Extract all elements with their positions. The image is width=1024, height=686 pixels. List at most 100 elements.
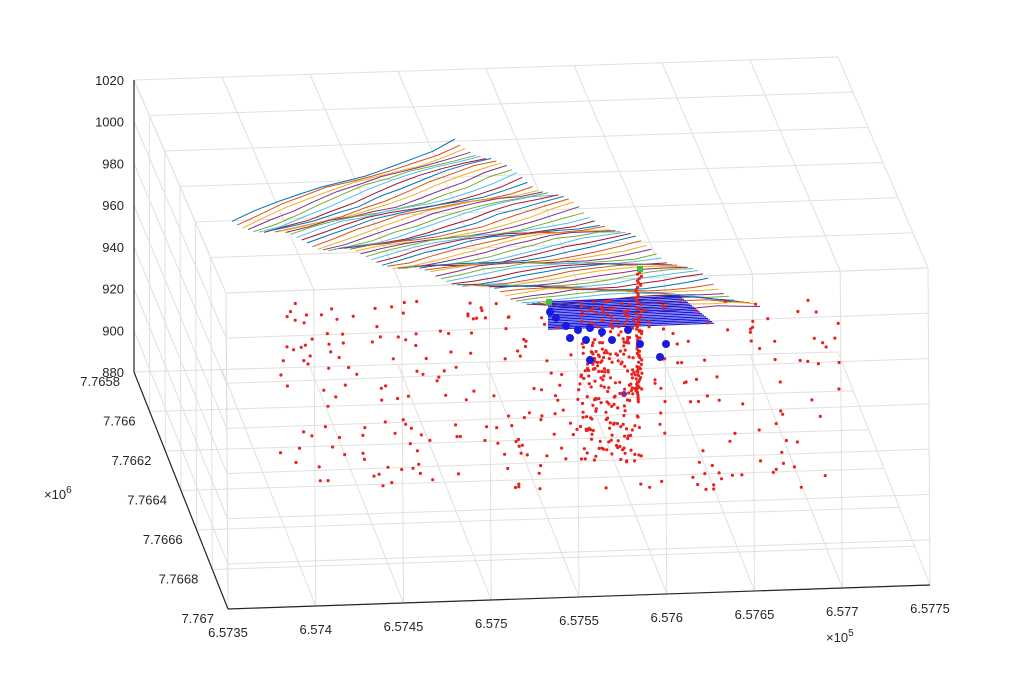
event-point <box>580 310 585 314</box>
event-point <box>579 373 584 377</box>
event-point <box>604 410 608 414</box>
y-tick-label: 7.766 <box>103 414 136 429</box>
event-point <box>355 372 359 376</box>
event-point <box>539 464 543 468</box>
station-marker <box>637 266 643 272</box>
event-point <box>504 327 508 331</box>
y-tick-label: 7.7666 <box>143 532 183 547</box>
event-point <box>591 341 595 345</box>
event-point-highlight <box>621 391 627 397</box>
event-point <box>585 451 589 455</box>
event-point <box>636 301 640 305</box>
event-point <box>684 380 688 384</box>
event-point <box>624 313 628 317</box>
event-point <box>837 360 841 365</box>
event-point <box>383 420 387 424</box>
event-point <box>622 413 626 418</box>
event-point <box>334 395 338 399</box>
contour-line-dense <box>547 305 693 313</box>
event-point <box>587 321 591 325</box>
contour-line-dense <box>547 301 689 309</box>
event-point <box>579 457 584 461</box>
event-point <box>585 395 589 399</box>
x-tick-label: 6.5735 <box>208 625 248 640</box>
event-point <box>726 328 730 332</box>
event-point <box>384 384 388 388</box>
event-point <box>401 418 405 422</box>
event-point <box>327 342 331 346</box>
event-point <box>604 349 608 353</box>
event-point <box>520 443 524 447</box>
event-point <box>285 345 289 349</box>
event-point <box>471 317 475 321</box>
grid-y-left <box>164 150 166 452</box>
event-point <box>624 460 629 464</box>
event-point <box>560 446 564 450</box>
event-point <box>615 421 620 426</box>
large-event-point <box>608 336 616 344</box>
event-point <box>639 274 644 278</box>
event-point <box>525 453 529 457</box>
event-point <box>589 437 594 441</box>
event-point <box>603 300 607 304</box>
event-point <box>704 487 708 491</box>
event-point <box>514 439 518 444</box>
event-point <box>639 482 643 486</box>
event-point <box>703 358 707 362</box>
event-point <box>612 422 616 426</box>
grid-z-front <box>225 267 929 294</box>
event-point <box>293 318 297 322</box>
event-point <box>696 482 700 487</box>
event-point <box>472 389 476 393</box>
y-tick-label: 7.767 <box>181 611 214 626</box>
event-point <box>600 341 605 345</box>
event-point <box>610 404 614 408</box>
event-point <box>326 479 330 483</box>
event-point <box>302 321 306 325</box>
event-point <box>503 452 507 456</box>
contour-line-dense <box>547 321 713 329</box>
event-point <box>592 300 596 304</box>
event-point <box>542 322 547 326</box>
grid-y-floor <box>196 506 900 531</box>
event-point <box>391 357 395 361</box>
y-axis-line <box>133 371 229 610</box>
grid-z-front <box>227 448 930 475</box>
event-point <box>609 438 613 442</box>
event-point <box>539 418 543 422</box>
event-point <box>597 369 601 374</box>
contour-line <box>376 220 595 263</box>
contour-line <box>269 158 492 232</box>
event-point <box>630 428 634 432</box>
event-point <box>310 434 314 438</box>
grid-y-left <box>225 292 229 610</box>
event-point <box>607 357 612 361</box>
event-point <box>637 453 641 457</box>
event-point <box>697 460 702 464</box>
event-point <box>593 338 597 342</box>
event-point <box>633 452 637 456</box>
event-point <box>634 377 638 381</box>
event-point <box>517 485 521 489</box>
event-point <box>631 356 635 360</box>
event-point <box>661 327 666 331</box>
event-point <box>341 332 345 336</box>
event-point <box>618 349 623 353</box>
event-point <box>343 383 347 387</box>
event-point <box>325 332 329 336</box>
contour-line-dense <box>547 300 687 308</box>
event-point <box>545 359 549 363</box>
event-point <box>591 428 595 433</box>
event-point <box>634 288 638 292</box>
contour-line <box>312 186 533 248</box>
event-point <box>626 308 630 312</box>
event-point <box>636 307 640 311</box>
contour-line <box>387 225 605 267</box>
grid-y-floor <box>180 468 885 491</box>
event-point <box>600 308 604 312</box>
event-point <box>591 306 595 310</box>
event-point <box>766 317 770 321</box>
event-point <box>686 339 690 343</box>
event-point <box>506 315 510 319</box>
y-tick-label: 7.7664 <box>127 493 167 508</box>
